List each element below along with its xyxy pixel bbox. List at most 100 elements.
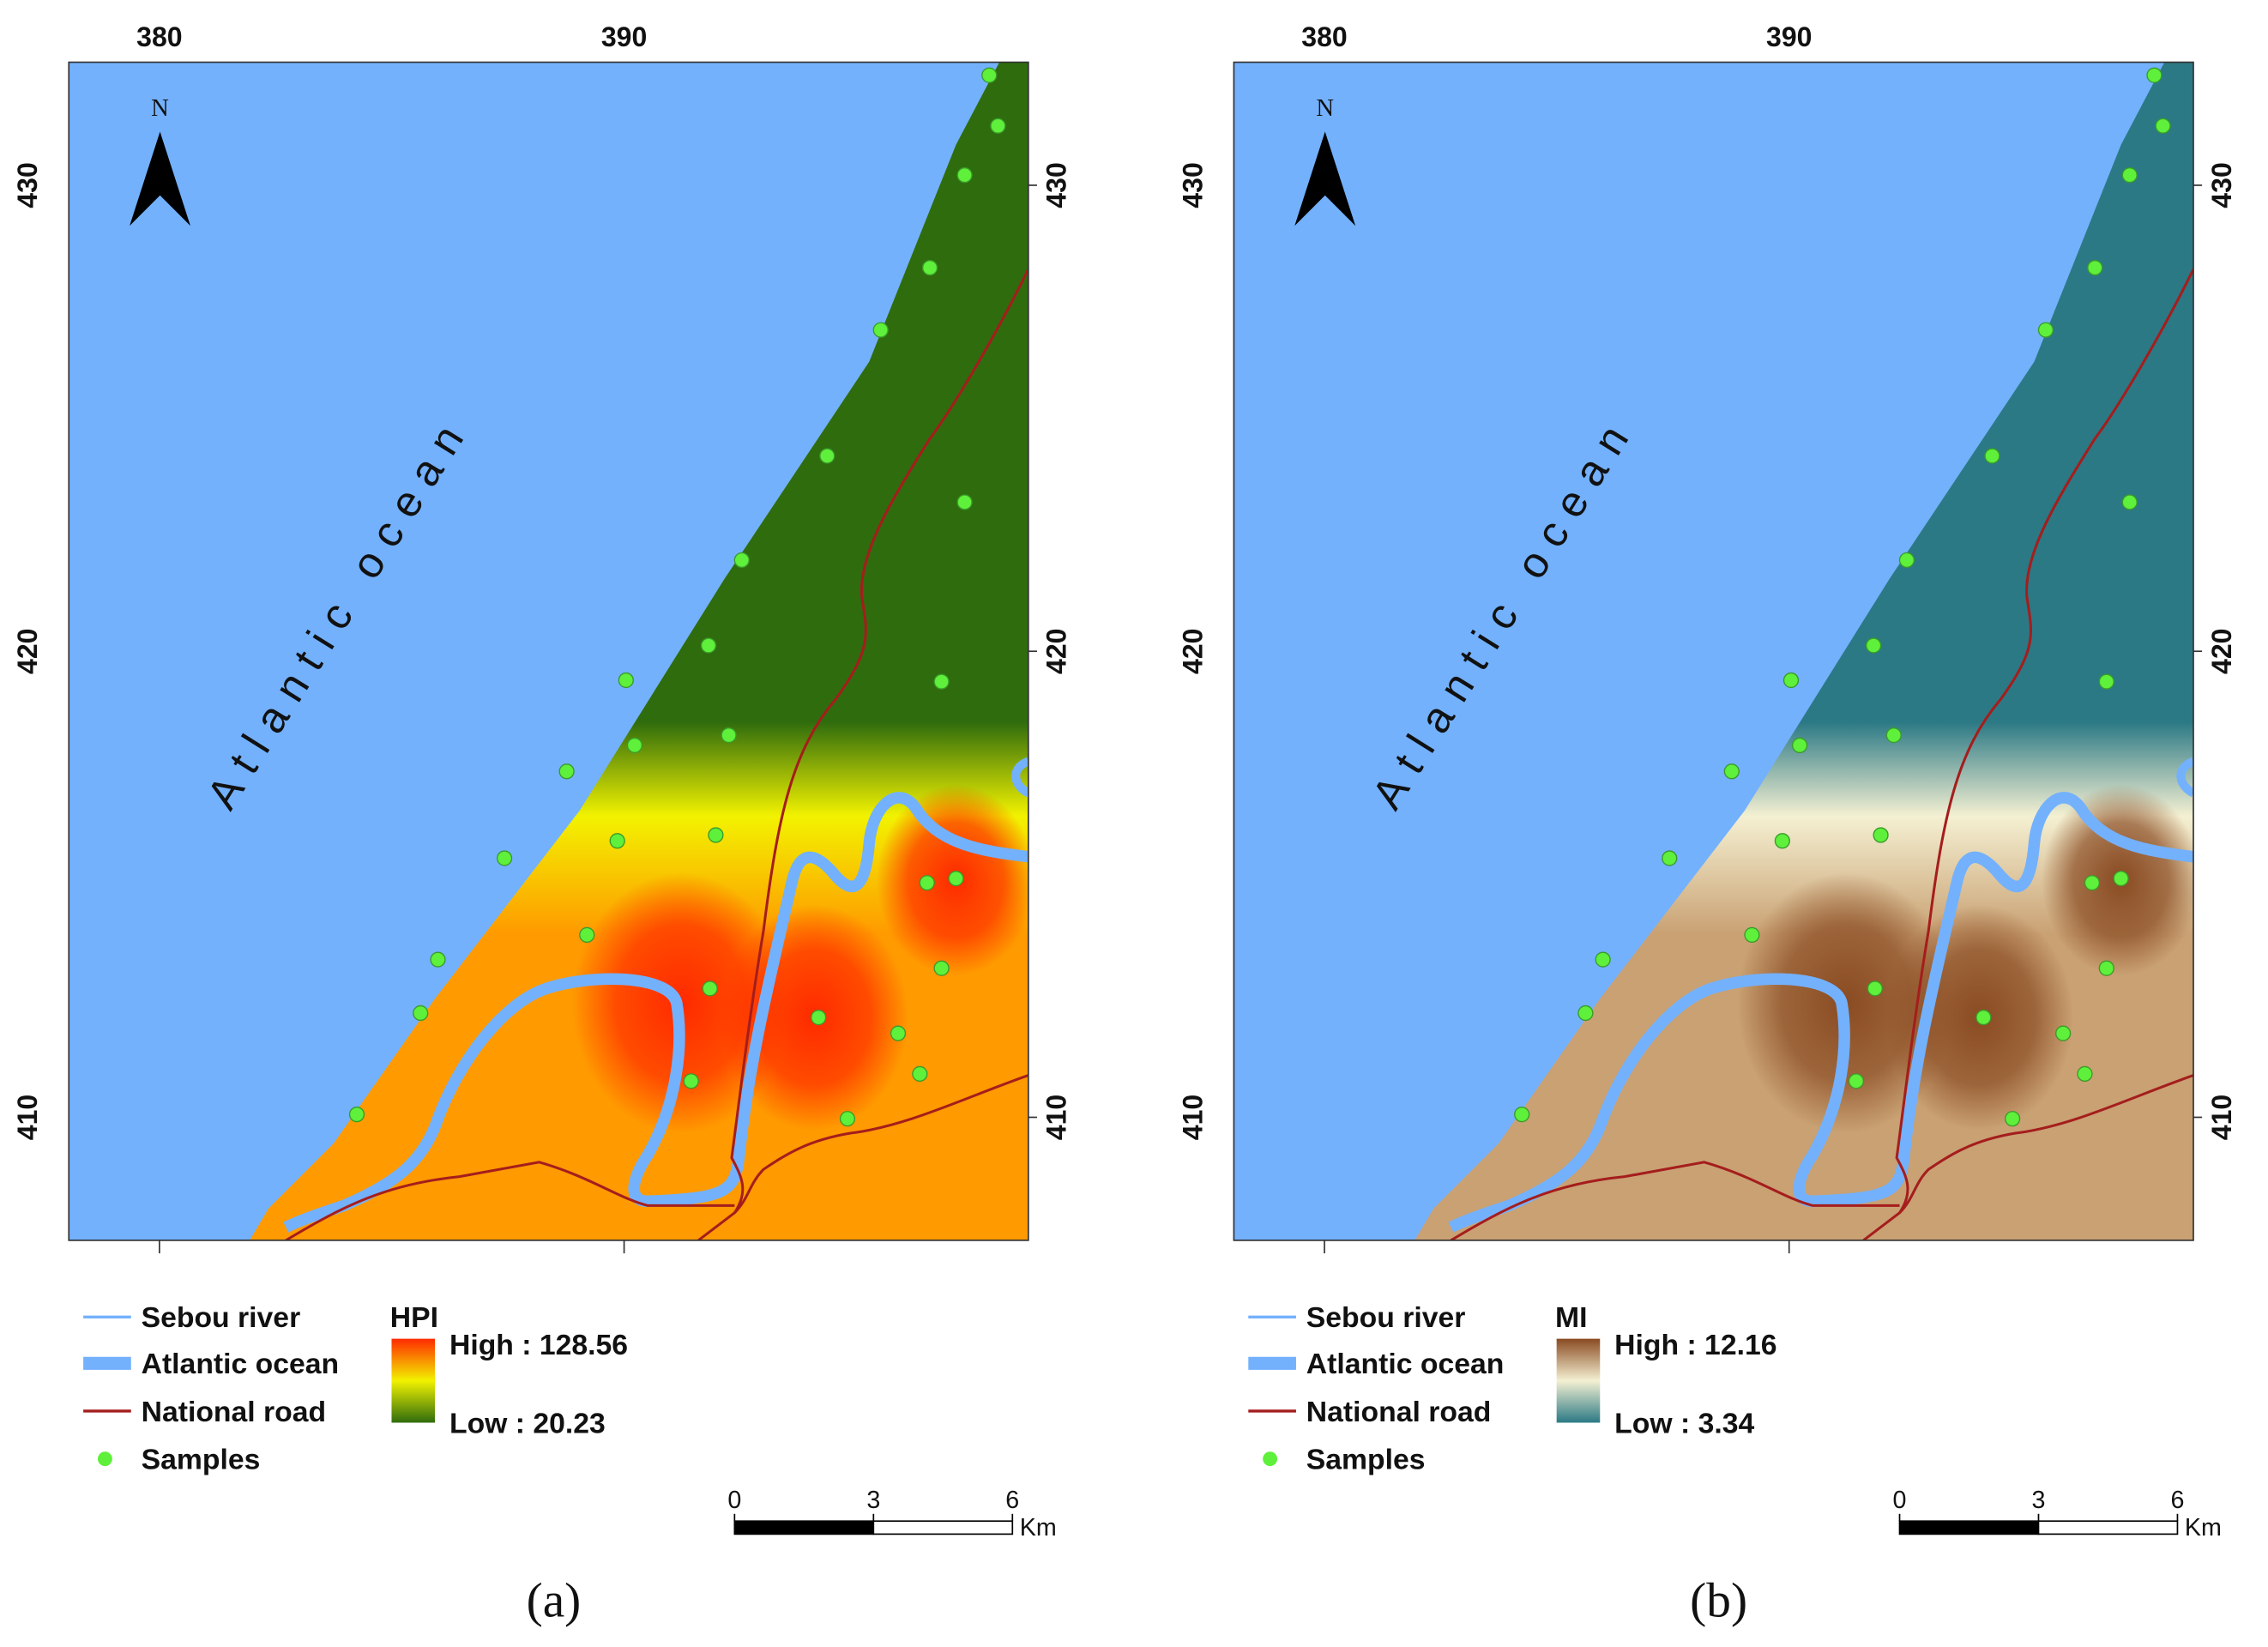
scale-bar <box>872 1520 1014 1535</box>
sample <box>890 1025 907 1041</box>
sample <box>872 322 889 338</box>
sample <box>1866 637 1882 654</box>
caption: (a) <box>527 1574 582 1628</box>
y-tick-label: 410 <box>1041 1095 1072 1140</box>
sample <box>1867 980 1883 997</box>
scale-bar <box>1898 1520 2040 1535</box>
sample <box>609 833 625 849</box>
legend-symbol <box>97 1451 112 1467</box>
map-content <box>1234 62 2194 1240</box>
sample <box>1662 850 1678 866</box>
colorbar-high: High : 128.56 <box>449 1329 628 1361</box>
sample <box>811 1009 827 1026</box>
sample <box>921 260 938 276</box>
scale-label: 6 <box>2170 1487 2184 1514</box>
sample <box>933 960 950 976</box>
x-tick-label: 390 <box>1766 21 1812 52</box>
y-tick-label: 410 <box>2206 1095 2237 1140</box>
sample <box>430 951 446 968</box>
sample <box>708 827 724 843</box>
sample <box>1791 737 1808 754</box>
road <box>697 268 1028 1240</box>
sample <box>2084 875 2101 891</box>
sample <box>626 737 643 754</box>
sample <box>2121 494 2138 510</box>
sample <box>919 875 935 891</box>
sample <box>2037 322 2054 338</box>
scale-unit: Km <box>1020 1514 1057 1541</box>
y-tick-label: 430 <box>1041 162 1072 208</box>
sample <box>413 1004 429 1022</box>
sample <box>2005 1111 2021 1127</box>
sample <box>1975 1009 1992 1026</box>
river <box>1448 792 2194 1233</box>
sample <box>733 552 750 569</box>
sample <box>956 494 973 510</box>
scale-bar <box>733 1520 875 1535</box>
road <box>1898 1074 2194 1214</box>
sample <box>496 850 513 866</box>
scale-label: 0 <box>1893 1487 1907 1514</box>
sample <box>2055 1025 2072 1041</box>
sample <box>990 118 1006 134</box>
road <box>285 1161 735 1240</box>
sample <box>1723 763 1740 780</box>
legend-label: Sebou river <box>142 1301 301 1334</box>
sample <box>618 672 634 689</box>
y-tick-label: 420 <box>1177 628 1208 673</box>
north-arrow <box>130 131 190 226</box>
sample <box>2121 167 2138 184</box>
sample <box>956 167 973 184</box>
colorbar-low: Low : 20.23 <box>449 1407 606 1439</box>
sample <box>1848 1073 1865 1089</box>
sample <box>579 926 595 944</box>
north-label: N <box>1316 94 1334 122</box>
sample <box>1577 1004 1594 1022</box>
colorbar-high: High : 12.16 <box>1614 1329 1776 1361</box>
scale-bar <box>2037 1520 2179 1535</box>
map-panel: N Atlantic ocean 380 390 430 430 420 420 410 410 S… <box>1177 21 2237 1628</box>
legend-label: Atlantic ocean <box>142 1348 340 1380</box>
caption: (b) <box>1690 1574 1747 1628</box>
sample <box>1774 833 1790 849</box>
y-tick-label: 420 <box>2206 628 2237 673</box>
legend-label: Sebou river <box>1306 1301 1466 1334</box>
sample <box>933 673 950 690</box>
sample <box>981 67 998 83</box>
scale-label: 6 <box>1005 1487 1019 1514</box>
colorbar-low: Low : 3.34 <box>1614 1407 1754 1439</box>
legend-label: Samples <box>142 1443 261 1475</box>
road <box>1862 268 2194 1240</box>
colorbar-title: MI <box>1555 1301 1587 1334</box>
sample <box>2113 871 2129 887</box>
sample <box>1873 827 1889 843</box>
sample <box>1514 1107 1530 1123</box>
map-panel: N Atlantic ocean 380 390 430 430 420 420 410 410 S… <box>12 21 1072 1628</box>
sample <box>700 637 717 654</box>
sample <box>2077 1065 2093 1082</box>
sample <box>912 1065 928 1082</box>
road <box>1450 1161 1900 1240</box>
sample <box>2087 260 2103 276</box>
x-tick-label: 390 <box>601 21 647 52</box>
sample <box>683 1073 699 1089</box>
north-arrow <box>1294 131 1356 226</box>
legend-label: National road <box>1306 1396 1492 1428</box>
legend-label: Samples <box>1306 1443 1426 1475</box>
legend-label: Atlantic ocean <box>1306 1348 1505 1380</box>
sample <box>1595 951 1611 968</box>
river <box>283 792 1028 1233</box>
legend-label: National road <box>142 1396 327 1428</box>
y-tick-label: 410 <box>12 1095 43 1140</box>
scale-unit: Km <box>2185 1514 2222 1541</box>
sample <box>2098 960 2114 976</box>
map-content <box>69 62 1028 1240</box>
x-tick-label: 380 <box>136 21 182 52</box>
sample <box>839 1111 856 1127</box>
y-tick-label: 420 <box>1041 628 1072 673</box>
sample <box>2146 67 2162 83</box>
legend-symbol <box>1263 1451 1278 1467</box>
sample <box>1744 926 1760 944</box>
